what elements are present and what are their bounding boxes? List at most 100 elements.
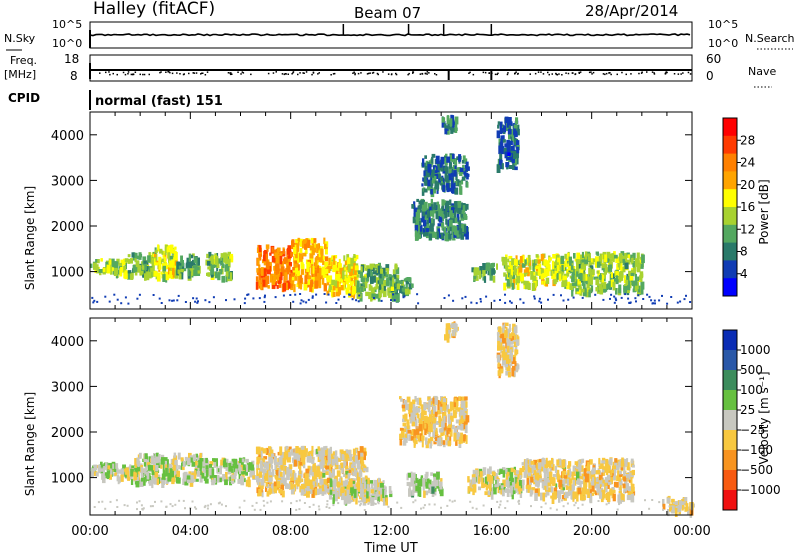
vel-cell — [576, 495, 579, 502]
vel-cell — [442, 440, 446, 445]
power-cell — [577, 261, 581, 269]
nave-dot — [105, 71, 107, 74]
power-cell — [385, 271, 389, 278]
power-ground-cell — [562, 299, 565, 302]
vel-cell — [591, 492, 595, 496]
vel-cell — [530, 465, 534, 470]
power-cell — [458, 154, 462, 162]
power-cell — [156, 275, 161, 282]
power-cell — [309, 284, 313, 292]
power-cell — [328, 286, 332, 293]
power-cell — [297, 264, 300, 271]
power-cell — [266, 248, 269, 252]
vel-cell — [544, 493, 548, 498]
power-cell — [506, 157, 510, 161]
vel-cell — [198, 459, 203, 469]
power-cell — [177, 269, 181, 274]
power-cell — [169, 270, 173, 279]
nave-dot — [640, 72, 643, 74]
power-cell — [324, 268, 328, 274]
vel-cell — [448, 419, 452, 425]
vel-cell — [546, 483, 549, 491]
vel-cell — [129, 473, 133, 480]
power-cell — [98, 269, 103, 273]
vel-cell — [630, 458, 634, 464]
power-cell — [628, 270, 632, 276]
vel-cell — [274, 456, 277, 465]
nsky-tick-bottom: 10^0 — [52, 37, 82, 50]
power-cell — [438, 208, 442, 216]
vel-cell — [512, 468, 515, 473]
vel-ground-cell — [644, 499, 646, 502]
power-cell — [550, 269, 553, 276]
vel-cell — [502, 357, 506, 366]
vel-cell — [598, 465, 601, 470]
vel-patch — [203, 457, 256, 488]
power-ground-cell — [509, 300, 511, 303]
vel-cell — [544, 464, 548, 468]
power-cell — [570, 265, 574, 270]
nave-dot — [112, 72, 114, 75]
vel-cell — [241, 458, 245, 463]
nave-dot — [551, 73, 553, 75]
vel-cell — [182, 478, 185, 485]
power-cell — [347, 264, 351, 272]
power-cell — [498, 138, 502, 143]
nave-dot — [142, 73, 144, 76]
vel-cell — [462, 423, 466, 430]
vel-cell — [156, 478, 159, 486]
power-cell — [459, 188, 462, 195]
power-cell — [428, 203, 432, 209]
vel-cell — [225, 471, 228, 481]
power-cell — [441, 181, 446, 187]
power-cell — [615, 288, 618, 295]
power-cell — [634, 287, 638, 291]
power-cell — [509, 261, 513, 270]
power-cell — [372, 270, 377, 275]
vel-cell — [209, 461, 214, 466]
power-cell — [165, 271, 169, 281]
vel-cell — [285, 454, 289, 460]
power-cell — [429, 225, 434, 232]
power-cell — [279, 255, 283, 265]
power-cell — [295, 251, 298, 259]
power-cell — [507, 145, 511, 151]
power-cell — [207, 260, 211, 266]
vel-ground-cell — [504, 507, 507, 509]
power-cell — [292, 268, 297, 276]
power-ground-cell — [93, 299, 96, 302]
vel-cell — [514, 475, 518, 485]
vel-ground-cell — [605, 503, 608, 506]
power-ground-cell — [302, 300, 305, 303]
power-ground-cell — [116, 298, 119, 301]
power-cell — [164, 244, 168, 248]
power-cell — [456, 213, 460, 222]
vel-cell — [178, 465, 181, 470]
power-ground-cell — [311, 296, 314, 299]
vel-cell — [406, 481, 411, 486]
power-cell — [218, 258, 221, 264]
vel-cell — [610, 469, 613, 477]
power-cell — [399, 280, 403, 285]
vel-cell — [261, 458, 265, 463]
power-patch — [501, 253, 570, 291]
vel-cell — [263, 460, 266, 465]
power-cell — [357, 280, 360, 287]
power-cell — [558, 261, 562, 265]
power-cell — [525, 267, 530, 273]
vel-cell — [543, 463, 546, 472]
power-cell — [613, 251, 616, 258]
power-cell — [630, 272, 635, 276]
power-cell — [304, 275, 308, 284]
power-cell — [307, 239, 311, 248]
power-cell — [555, 260, 559, 266]
vel-cell — [410, 412, 413, 420]
power-cell — [446, 183, 450, 193]
vel-cell — [585, 490, 590, 495]
vel-cell — [554, 465, 558, 474]
vel-cell — [110, 468, 113, 475]
vel-cell — [410, 471, 413, 481]
vel-cell — [336, 470, 341, 477]
power-cell — [640, 275, 643, 283]
power-cell — [461, 159, 465, 164]
